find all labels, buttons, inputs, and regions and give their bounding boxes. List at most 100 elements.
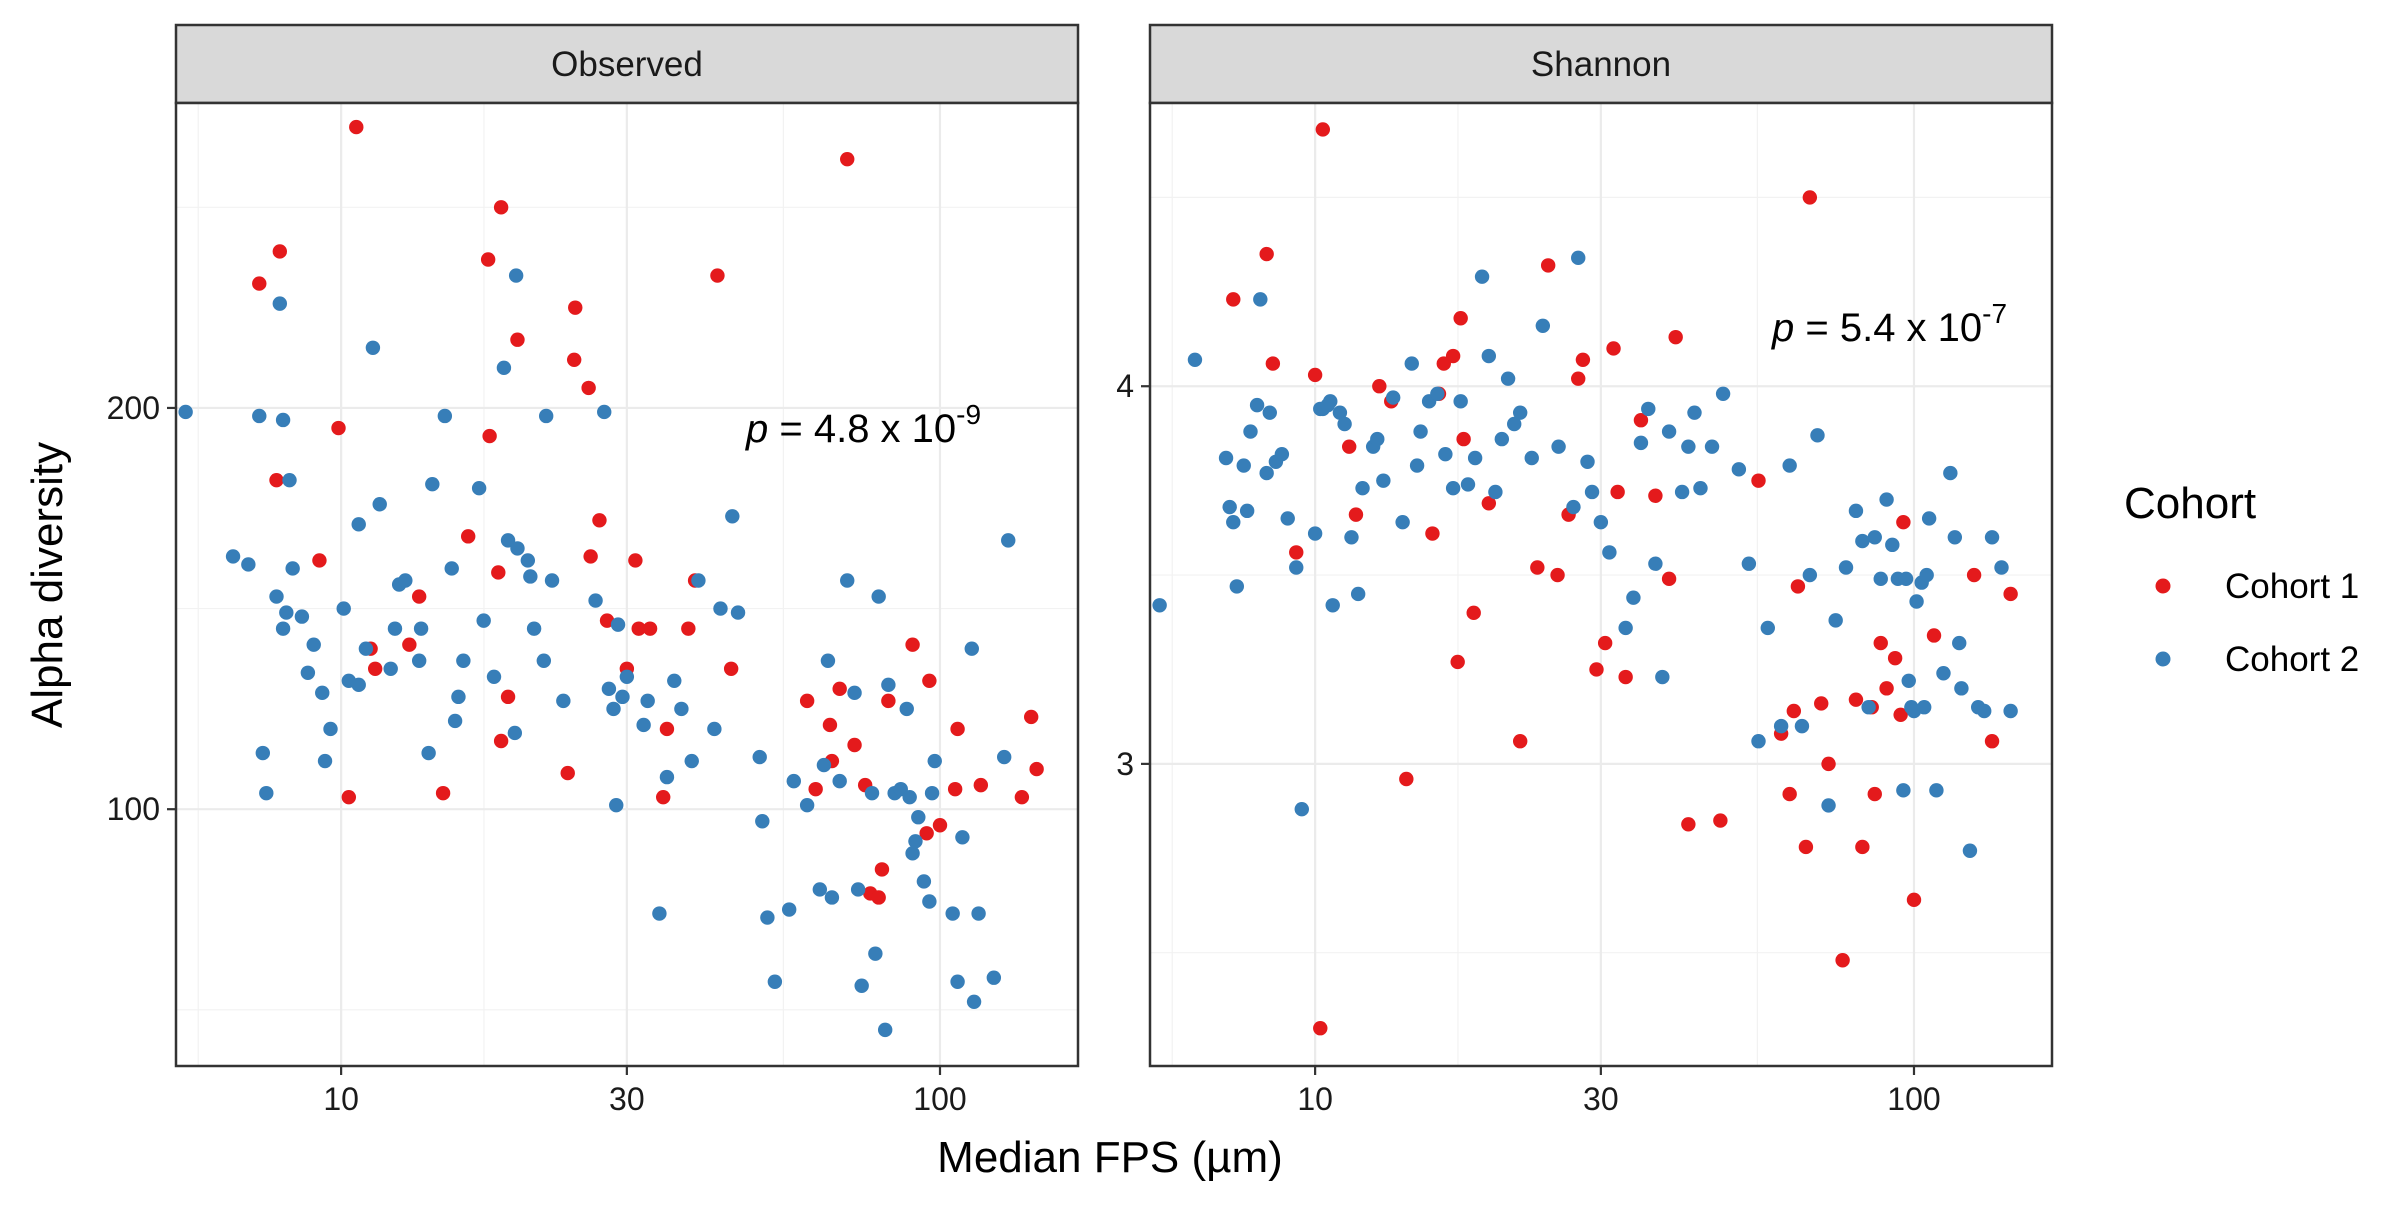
data-point: [413, 621, 429, 636]
data-point: [1655, 669, 1670, 685]
data-point: [1575, 352, 1591, 367]
data-point: [1460, 477, 1476, 492]
data-point: [1404, 356, 1419, 371]
data-point: [285, 561, 300, 576]
data-point: [642, 621, 658, 636]
data-point: [1450, 654, 1465, 670]
data-point: [1909, 594, 1924, 609]
data-point: [812, 882, 828, 897]
data-point: [755, 814, 770, 829]
data-point: [973, 777, 989, 793]
x-tick-label: 100: [1887, 1081, 1940, 1117]
data-point: [1782, 458, 1797, 473]
data-point: [1661, 571, 1677, 587]
legend-label: Cohort 1: [2225, 567, 2359, 606]
data-point: [667, 673, 682, 688]
data-point: [323, 721, 338, 737]
data-point: [1332, 405, 1348, 420]
data-point: [282, 472, 297, 488]
data-point: [451, 689, 466, 705]
data-point: [1530, 560, 1545, 575]
data-point: [1249, 397, 1265, 413]
data-point: [1274, 447, 1290, 462]
data-point: [881, 677, 896, 693]
data-point: [538, 408, 554, 424]
data-point: [1593, 514, 1609, 530]
data-point: [315, 685, 330, 701]
data-point: [1984, 530, 2000, 545]
data-point: [1919, 567, 1934, 583]
data-point: [1488, 484, 1503, 500]
data-point: [1861, 700, 1876, 715]
panels-layer: Observed 10 30 100 100 200 p = 4.8 x 10-9 Shann…: [107, 23, 2054, 1117]
data-point: [1385, 390, 1401, 405]
data-point: [398, 573, 413, 588]
data-point: [606, 701, 621, 717]
data-point: [1535, 318, 1551, 334]
data-point: [1713, 813, 1728, 828]
data-point: [1814, 696, 1829, 711]
data-point: [799, 797, 815, 813]
data-point: [520, 553, 536, 568]
data-point: [444, 561, 459, 576]
data-point: [902, 789, 917, 805]
data-point: [349, 119, 364, 135]
data-point: [1848, 503, 1864, 519]
facet-title: Observed: [551, 45, 703, 84]
x-tick-label: 30: [1583, 1081, 1619, 1117]
data-point: [1187, 352, 1203, 367]
data-point: [871, 890, 886, 905]
series-cohort-2: [178, 268, 1016, 1038]
data-point: [1466, 605, 1481, 621]
data-point: [1821, 798, 1836, 813]
data-point: [1773, 718, 1789, 734]
data-point: [252, 408, 267, 424]
data-point: [491, 565, 506, 580]
data-point: [252, 276, 267, 291]
data-point: [1453, 394, 1468, 409]
facet-title: Shannon: [1531, 45, 1671, 84]
data-point: [847, 685, 862, 701]
data-point: [1896, 783, 1911, 798]
data-point: [832, 681, 847, 697]
data-point: [1456, 431, 1471, 447]
data-point: [631, 621, 646, 636]
data-point: [447, 713, 463, 729]
data-point: [1828, 613, 1843, 628]
data-point: [1921, 511, 1937, 526]
data-point: [1259, 465, 1274, 481]
data-point: [1307, 526, 1323, 541]
data-point: [1633, 413, 1649, 428]
data-point: [437, 408, 453, 424]
data-point: [421, 745, 436, 761]
data-point: [1566, 499, 1581, 515]
data-point: [1760, 620, 1775, 636]
data-point: [476, 613, 491, 628]
data-point: [294, 609, 310, 624]
data-point: [1626, 590, 1641, 605]
data-point: [544, 573, 560, 588]
data-point: [568, 300, 583, 315]
data-point: [1782, 786, 1797, 802]
data-point: [950, 721, 965, 737]
data-point: [1879, 492, 1894, 507]
data-point: [868, 946, 883, 961]
data-point: [471, 481, 487, 496]
data-point: [1337, 416, 1352, 432]
data-point: [1668, 329, 1683, 345]
data-point: [508, 268, 524, 283]
data-point: [1325, 598, 1340, 613]
data-point: [526, 621, 542, 636]
data-point: [1751, 734, 1766, 749]
data-point: [659, 721, 675, 737]
data-point: [493, 733, 509, 749]
data-point: [1810, 428, 1825, 443]
data-point: [1835, 953, 1850, 968]
data-point: [659, 769, 675, 785]
data-point: [269, 472, 284, 488]
facet-strip: [174, 23, 1080, 105]
data-point: [1226, 292, 1241, 307]
x-axis-title: Median FPS (µm): [937, 1133, 1283, 1182]
data-point: [1926, 628, 1942, 643]
